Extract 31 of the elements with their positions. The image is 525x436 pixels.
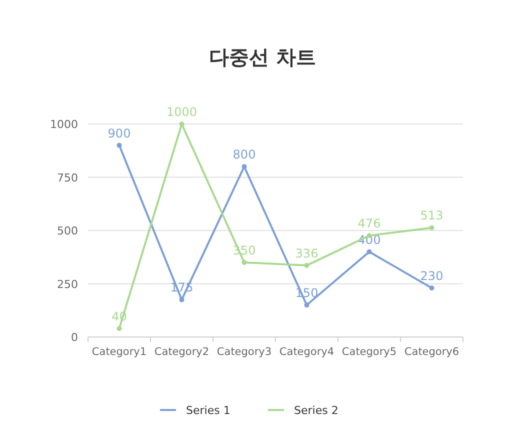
legend-label: Series 2 [294,404,338,417]
y-tick-label: 750 [57,171,78,184]
point [242,164,247,170]
point [116,326,122,331]
point [179,122,184,126]
data-label: 336 [295,246,318,260]
data-label: 800 [232,148,256,162]
data-label: 476 [358,216,381,231]
point [242,260,247,265]
y-tick-label: 500 [57,224,78,238]
x-tick-label: Category5 [342,346,397,358]
x-tick-label: Category1 [92,346,147,358]
data-label: 1000 [166,105,198,119]
y-tick-label: 0 [71,331,78,344]
data-label: 230 [420,269,444,284]
data-label: 900 [108,126,131,140]
data-label: 513 [420,208,444,223]
point [429,225,434,230]
point [429,286,434,291]
chart-title: 다중선 차트 [209,45,316,69]
y-tick-label: 250 [57,278,78,291]
x-tick-label: Category4 [279,346,334,358]
point [116,142,122,148]
legend-label: Series 1 [186,404,230,417]
point [304,302,310,308]
x-tick-label: Category6 [404,346,460,358]
x-tick-label: Category2 [154,346,210,358]
point [304,262,310,268]
x-tick-label: Category3 [216,346,272,358]
y-tick-label: 1000 [50,118,78,131]
point [366,249,372,254]
